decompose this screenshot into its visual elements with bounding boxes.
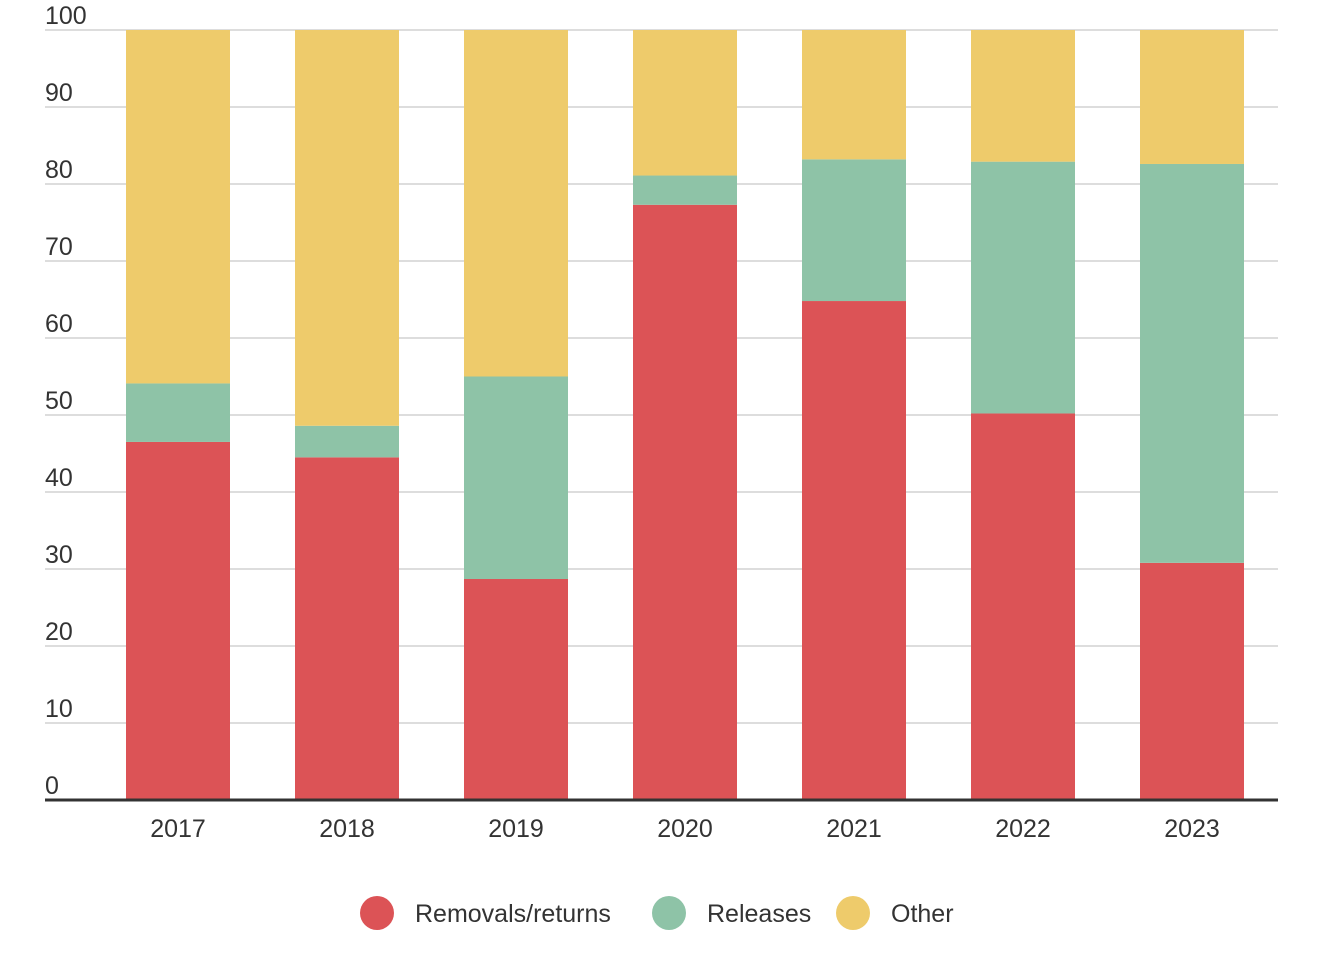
x-tick-label: 2019 [488,815,544,843]
bar-segment-releases-2023 [1140,163,1244,563]
bar-segment-removals-returns-2018 [295,457,399,800]
y-tick-label: 10 [45,695,73,723]
y-tick-label: 60 [45,310,73,338]
bar-segment-releases-2021 [802,159,906,302]
bar-segment-other-2019 [464,30,568,377]
bar-stack-2023 [1140,30,1244,800]
bar-segment-other-2017 [126,30,230,384]
y-tick-label: 80 [45,156,73,184]
bar-stack-2020 [633,30,737,801]
x-tick-label: 2017 [150,815,206,843]
bar-segment-releases-2018 [295,425,399,458]
legend-item: Removals/returns [360,896,611,930]
x-tick-label: 2020 [657,815,713,843]
x-tick-label: 2022 [995,815,1051,843]
bars [126,30,1244,801]
bar-segment-releases-2022 [971,161,1075,414]
bar-stack-2022 [971,30,1075,800]
bar-segment-releases-2020 [633,175,737,205]
legend-label: Releases [707,900,811,928]
legend-swatch [836,896,870,930]
bar-segment-other-2018 [295,30,399,426]
bar-stack-2021 [802,30,906,800]
bar-stack-2019 [464,30,568,800]
bar-segment-removals-returns-2022 [971,413,1075,800]
legend-item: Other [836,896,954,930]
y-axis-tick-labels: 0 10 20 30 40 50 60 70 80 90 100 [45,2,87,800]
y-tick-label: 100 [45,2,87,30]
bar-segment-other-2023 [1140,30,1244,164]
bar-segment-other-2020 [633,30,737,176]
legend-swatch [360,896,394,930]
bar-segment-removals-returns-2019 [464,579,568,800]
x-tick-label: 2021 [826,815,882,843]
bar-segment-removals-returns-2023 [1140,562,1244,800]
x-tick-label: 2018 [319,815,375,843]
bar-stack-2018 [295,30,399,800]
y-tick-label: 90 [45,79,73,107]
bar-stack-2017 [126,30,230,800]
y-tick-label: 30 [45,541,73,569]
y-tick-label: 50 [45,387,73,415]
y-tick-label: 20 [45,618,73,646]
bar-segment-releases-2019 [464,376,568,580]
x-tick-label: 2023 [1164,815,1220,843]
bar-segment-releases-2017 [126,383,230,442]
bar-segment-removals-returns-2017 [126,441,230,800]
x-axis-tick-labels: 2017 2018 2019 2020 2021 2022 2023 [150,815,1220,843]
bar-segment-removals-returns-2021 [802,301,906,800]
legend-swatch [652,896,686,930]
legend-label: Other [891,900,954,928]
bar-segment-removals-returns-2020 [633,204,737,801]
legend-label: Removals/returns [415,900,611,928]
y-tick-label: 0 [45,772,59,800]
bar-segment-other-2022 [971,30,1075,162]
y-tick-label: 40 [45,464,73,492]
legend-item: Releases [652,896,811,930]
y-tick-label: 70 [45,233,73,261]
bar-segment-other-2021 [802,30,906,160]
legend: Removals/returns Releases Other [360,896,954,930]
